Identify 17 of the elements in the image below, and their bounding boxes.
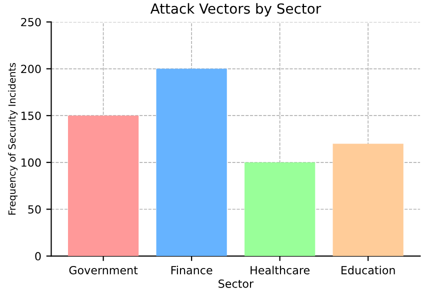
bar [244,162,316,256]
y-tick-label: 250 [21,18,41,26]
bar [68,116,139,256]
x-tick-label: Government [69,266,138,274]
x-tick-label: Healthcare [250,266,310,274]
chart-title: Attack Vectors by Sector [150,3,322,17]
bar [332,144,404,256]
x-tick-label: Finance [171,266,212,274]
y-tick-label: 150 [22,112,41,120]
y-tick-label: 200 [21,64,41,74]
y-tick-label: 50 [28,205,41,214]
bar [156,68,227,256]
y-tick-label: 0 [35,252,41,260]
y-axis-title: Frequency of Security Incidents [8,62,18,215]
y-tick-label: 100 [22,158,41,167]
x-axis-title: Sector [218,280,254,288]
x-tick-label: Education [342,266,395,274]
